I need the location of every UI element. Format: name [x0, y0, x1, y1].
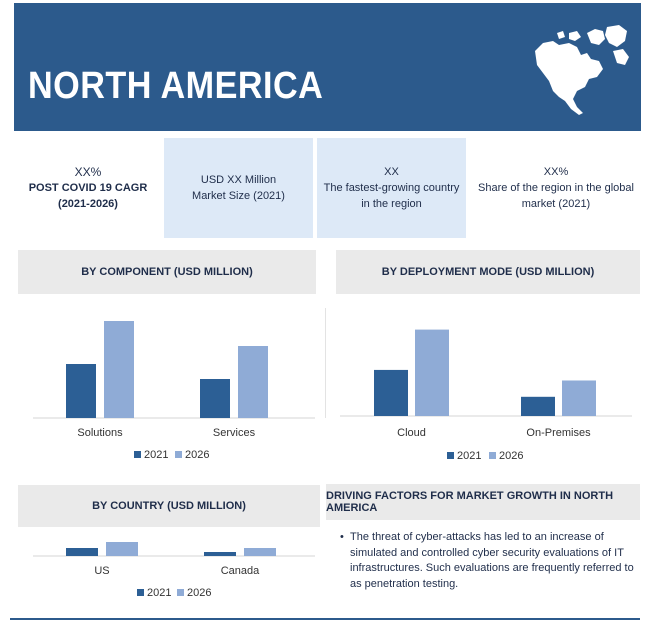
legend-swatch-2026: [175, 451, 182, 458]
country-bar-chart: US Canada 2021 2026: [33, 542, 315, 599]
legend-swatch-2021: [137, 589, 144, 596]
stat-share-value: XX%: [543, 166, 569, 178]
bar-solutions-2021: [66, 364, 96, 418]
stat-fastest-label: The fastest-growing country in the regio…: [323, 182, 460, 210]
legend-swatch-2026: [489, 452, 496, 459]
stat-market-size-label: Market Size (2021): [192, 190, 285, 202]
deployment-bar-chart: Cloud On-Premises 2021 2026: [340, 329, 632, 462]
bar-on-premises-2021: [521, 396, 555, 416]
legend-swatch-2021: [447, 452, 454, 459]
country-chart-title: BY COUNTRY (USD MILLION): [18, 485, 320, 527]
tick-label-cloud: Cloud: [397, 427, 426, 439]
stat-cagr: XX% POST COVID 19 CAGR (2021-2026): [16, 138, 160, 238]
bar-canada-2021: [204, 552, 236, 556]
legend-label-2021: 2021: [457, 450, 481, 462]
legend-swatch-2026: [177, 589, 184, 596]
tick-label-canada: Canada: [221, 565, 260, 577]
region-title: NORTH AMERICA: [28, 65, 324, 107]
bar-canada-2026: [244, 548, 276, 556]
tick-label-services: Services: [213, 427, 256, 439]
bar-cloud-2026: [415, 329, 449, 416]
region-banner: NORTH AMERICA: [14, 3, 641, 131]
bar-services-2026: [238, 346, 268, 418]
deployment-chart-title: BY DEPLOYMENT MODE (USD MILLION): [336, 250, 640, 294]
component-bar-chart: Solutions Services 2021 2026: [33, 321, 315, 461]
bar-solutions-2026: [104, 321, 134, 418]
driving-factors-list: • The threat of cyber-attacks has led to…: [340, 530, 640, 592]
tick-label-us: US: [94, 565, 109, 577]
stat-share-label: Share of the region in the global market…: [478, 182, 634, 210]
stat-cagr-value: XX%: [74, 165, 102, 179]
legend-label-2021: 2021: [144, 449, 168, 461]
stat-fastest-country: XX The fastest-growing country in the re…: [317, 138, 466, 238]
bar-cloud-2021: [374, 369, 408, 416]
stat-market-size-value: USD XX Million: [200, 174, 277, 186]
north-america-map-icon: [535, 25, 629, 115]
stat-region-share: XX% Share of the region in the global ma…: [470, 138, 642, 238]
stat-cagr-label: POST COVID 19 CAGR (2021-2026): [28, 182, 148, 210]
driving-factor-item: The threat of cyber-attacks has led to a…: [350, 531, 634, 590]
bar-on-premises-2026: [562, 380, 596, 416]
legend-label-2026: 2026: [185, 449, 209, 461]
bar-us-2021: [66, 548, 98, 556]
driving-factors-heading: DRIVING FACTORS FOR MARKET GROWTH IN NOR…: [326, 484, 640, 520]
legend-swatch-2021: [134, 451, 141, 458]
bottom-rule: [10, 618, 640, 620]
bar-us-2026: [106, 542, 138, 556]
tick-label-on-premises: On-Premises: [526, 427, 591, 439]
panel-divider: [325, 308, 326, 418]
legend-label-2026: 2026: [499, 450, 523, 462]
tick-label-solutions: Solutions: [77, 427, 123, 439]
legend-label-2026: 2026: [187, 587, 211, 599]
component-chart-title: BY COMPONENT (USD MILLION): [18, 250, 316, 294]
bullet-icon: •: [340, 531, 344, 543]
stat-market-size: USD XX Million Market Size (2021): [164, 138, 313, 238]
legend-label-2021: 2021: [147, 587, 171, 599]
bar-services-2021: [200, 379, 230, 418]
stat-fastest-value: XX: [384, 166, 399, 178]
